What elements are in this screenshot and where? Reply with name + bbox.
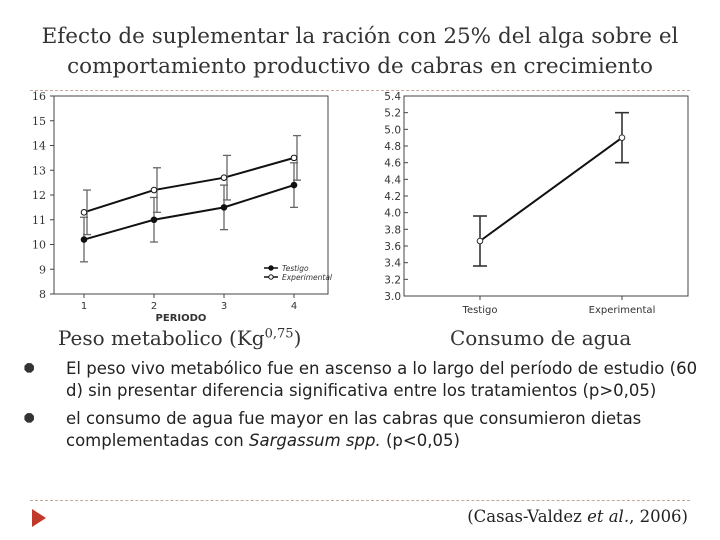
y-tick-label: 13 — [32, 164, 46, 177]
finding-item: ⯃ El peso vivo metabólico fue en ascenso… — [18, 358, 708, 402]
water-consumption-chart: 3.0 3.2 3.4 3.6 3.8 4.0 4.2 4.4 4.6 4.8 5.0 5.2 5.4 T… — [384, 91, 689, 316]
y-tick-label: 12 — [32, 189, 46, 202]
play-arrow-icon[interactable] — [30, 508, 48, 528]
x-tick-label: 3 — [221, 301, 227, 312]
slide-title: Efecto de suplementar la ración con 25% … — [0, 22, 720, 82]
bottom-divider — [30, 500, 690, 501]
citation-authors: (Casas-Valdez — [467, 507, 588, 526]
findings-list: ⯃ El peso vivo metabólico fue en ascenso… — [18, 358, 708, 458]
citation-year: , 2006) — [629, 507, 688, 526]
y-tick-label: 11 — [32, 214, 46, 227]
y-tick-label: 3.2 — [384, 274, 401, 286]
y-tick-label: 9 — [39, 263, 46, 276]
data-point — [220, 174, 228, 181]
plot-frame — [403, 95, 689, 297]
legend-marker — [268, 274, 274, 280]
caption-left-exponent: 0,75 — [264, 326, 294, 342]
finding-2-text: el consumo de agua fue mayor en las cabr… — [66, 409, 641, 450]
data-point — [290, 181, 298, 189]
caption-water-consumption: Consumo de agua — [450, 326, 632, 350]
y-tick-label: 4.6 — [384, 158, 401, 170]
top-divider — [30, 90, 690, 91]
finding-2-post: (p<0,05) — [380, 431, 460, 450]
data-point — [290, 154, 298, 162]
finding-item: ⯃ el consumo de agua fue mayor en las ca… — [18, 408, 708, 452]
data-point — [150, 216, 158, 224]
finding-1-text: El peso vivo metabólico fue en ascenso a… — [66, 359, 698, 400]
y-tick-label: 3.6 — [384, 241, 401, 253]
y-tick-label: 5.0 — [384, 124, 401, 136]
y-tick-label: 3.8 — [384, 224, 401, 236]
caption-left-text: Peso metabolico (Kg — [58, 326, 265, 350]
data-point — [150, 186, 158, 194]
citation: (Casas-Valdez et al., 2006) — [467, 507, 688, 526]
x-tick-label: 2 — [151, 301, 157, 312]
bullet-icon: ⯃ — [24, 412, 35, 427]
title-line-1: Efecto de suplementar la ración con 25% … — [41, 24, 679, 49]
data-point — [220, 204, 228, 211]
data-point — [80, 209, 88, 216]
x-tick-label: Experimental — [589, 305, 656, 316]
y-tick-label: 4.4 — [384, 174, 401, 186]
y-tick-label: 8 — [39, 288, 46, 301]
y-tick-label: 4.0 — [384, 208, 401, 220]
y-tick-label: 3.0 — [384, 291, 401, 303]
y-tick-label: 16 — [32, 90, 46, 103]
finding-2-pre: el consumo de agua fue mayor en las cabr… — [66, 409, 642, 450]
legend-marker — [268, 265, 274, 271]
data-point — [80, 236, 88, 243]
data-point — [618, 134, 626, 141]
caption-left-close: ) — [293, 326, 302, 350]
series-line — [479, 136, 623, 242]
x-tick-label: 1 — [81, 301, 87, 312]
y-tick-label: 5.4 — [384, 91, 401, 103]
x-axis-label: PERIODO — [156, 313, 207, 324]
citation-etal: et al. — [587, 507, 630, 526]
y-tick-label: 4.2 — [384, 191, 401, 203]
legend-label: Experimental — [282, 273, 333, 282]
series-line-experimental — [83, 156, 295, 214]
title-line-2: comportamiento productivo de cabras en c… — [67, 54, 653, 79]
y-tick-label: 4.8 — [384, 141, 401, 153]
data-point — [476, 237, 484, 245]
y-tick-label: 15 — [32, 115, 46, 128]
y-tick-label: 3.4 — [384, 258, 401, 270]
finding-2-species: Sargassum spp. — [249, 431, 381, 450]
x-tick-label: Testigo — [462, 305, 498, 316]
bullet-icon: ⯃ — [24, 362, 35, 377]
caption-metabolic-weight: Peso metabolico (Kg0,75) — [58, 326, 301, 350]
x-tick-label: 4 — [291, 301, 297, 312]
series-line-testigo — [83, 184, 295, 241]
y-tick-label: 10 — [32, 239, 46, 252]
y-tick-label: 14 — [32, 140, 46, 153]
legend-label: Testigo — [282, 264, 309, 273]
y-tick-label: 5.2 — [384, 108, 401, 120]
